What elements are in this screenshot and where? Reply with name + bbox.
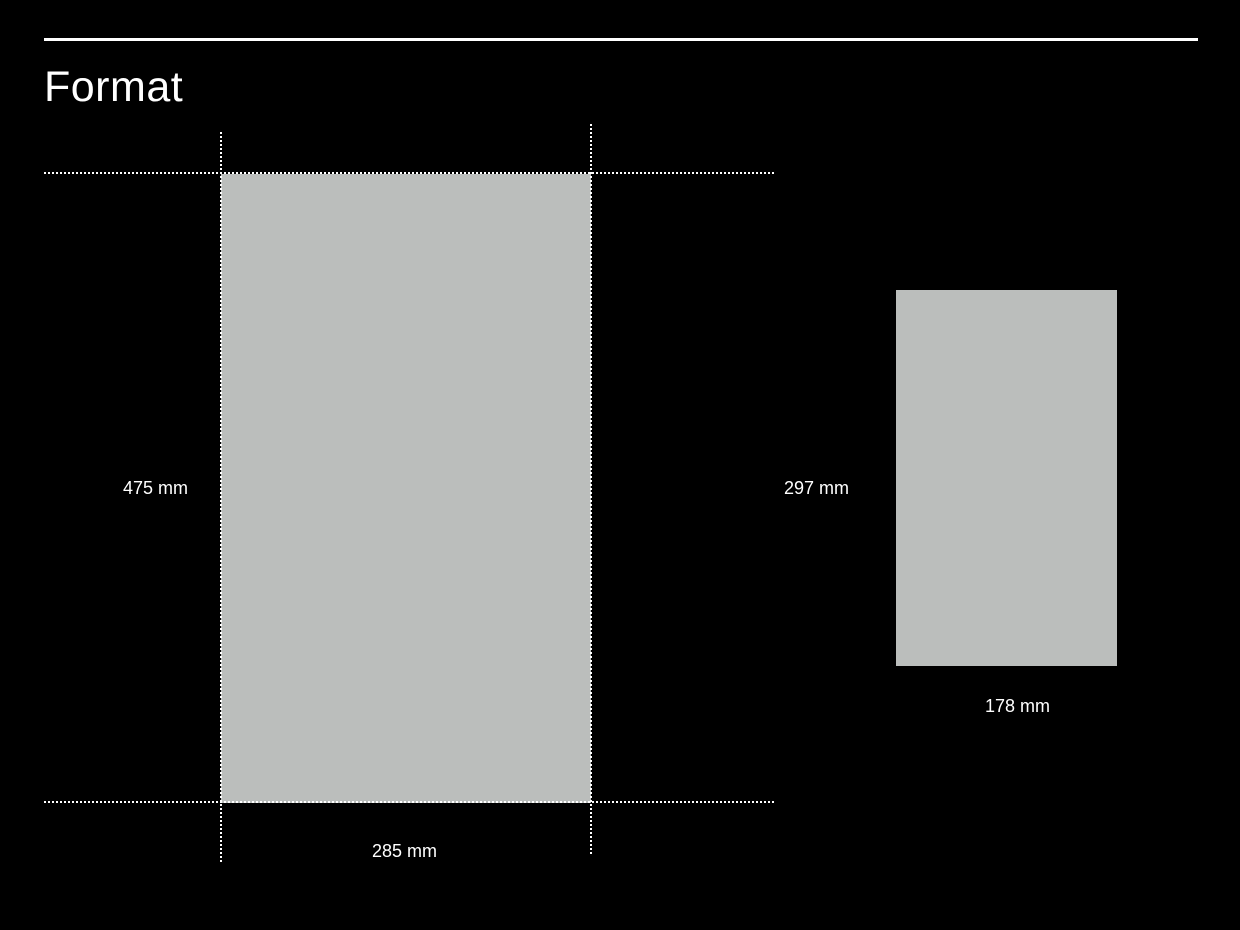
large-format-sheet	[221, 174, 591, 803]
small-format-height-label: 297 mm	[784, 478, 850, 498]
guide-bottom-dotted-line	[44, 801, 774, 803]
guide-top-dotted-line	[44, 172, 774, 174]
guide-right-dotted-line	[590, 124, 592, 854]
large-format-width-label: 285 mm	[372, 841, 438, 861]
large-format-height-label: 475 mm	[123, 478, 189, 498]
title-rule	[44, 38, 1198, 41]
page-title: Format	[44, 63, 184, 111]
small-format-width-label: 178 mm	[985, 696, 1051, 716]
guide-left-dotted-line	[220, 132, 222, 862]
small-format-sheet	[896, 290, 1117, 666]
